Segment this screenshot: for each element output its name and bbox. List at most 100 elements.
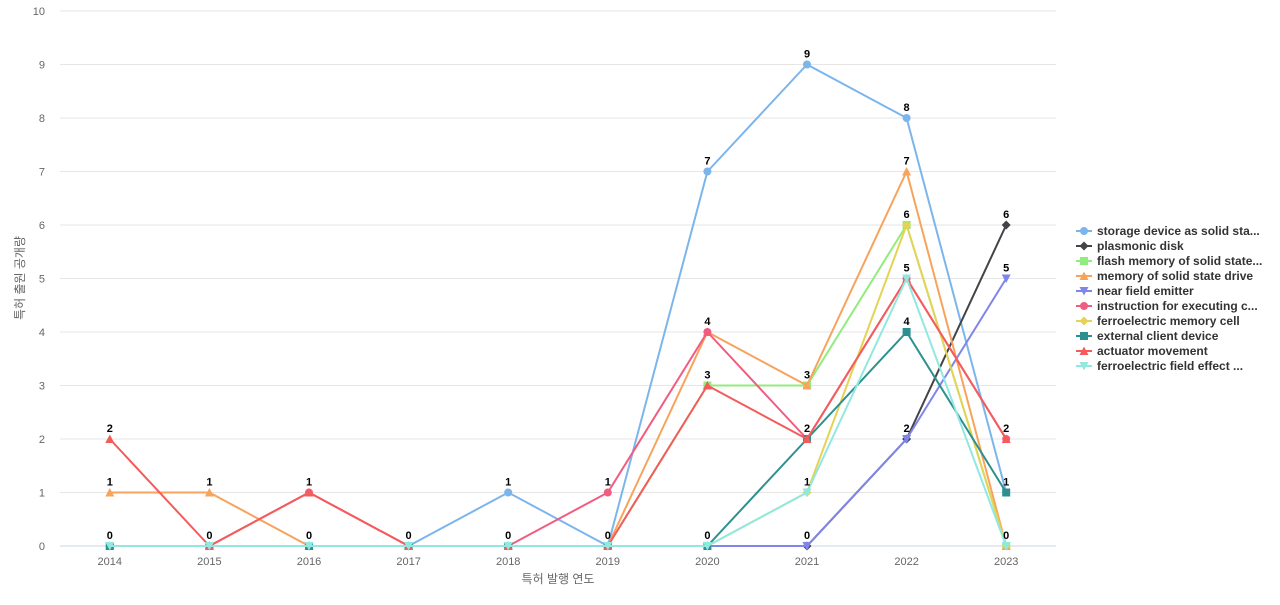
data-point xyxy=(703,167,712,176)
data-point xyxy=(703,328,712,336)
y-axis-title: 특허 출원 공개량 xyxy=(13,236,27,320)
x-tick-label: 2023 xyxy=(994,556,1018,568)
data-point xyxy=(902,220,912,230)
legend-label: memory of solid state drive xyxy=(1097,269,1253,283)
data-point xyxy=(503,542,513,551)
data-label: 5 xyxy=(904,263,910,275)
legend-item[interactable]: near field emitter xyxy=(1076,284,1194,298)
data-label: 2 xyxy=(904,423,910,435)
y-tick-label: 2 xyxy=(39,434,45,446)
data-label: 1 xyxy=(206,477,212,489)
data-label: 6 xyxy=(904,209,910,221)
y-axis-ticks: 0 1 2 3 4 5 6 7 8 9 10 xyxy=(33,6,45,553)
data-label: 0 xyxy=(406,530,412,542)
x-tick-label: 2020 xyxy=(695,556,719,568)
data-label: 1 xyxy=(1003,477,1009,489)
data-label: 0 xyxy=(306,530,312,542)
data-label: 7 xyxy=(704,156,710,168)
data-label: 0 xyxy=(1003,530,1009,542)
data-label: 1 xyxy=(605,477,611,489)
data-point xyxy=(105,434,115,443)
y-tick-label: 10 xyxy=(33,6,45,18)
legend-label: external client device xyxy=(1097,329,1219,343)
data-point xyxy=(204,488,214,497)
y-tick-label: 9 xyxy=(39,60,45,72)
data-point xyxy=(105,488,115,497)
x-tick-label: 2014 xyxy=(98,556,122,568)
legend-item[interactable]: flash memory of solid state... xyxy=(1076,254,1262,268)
data-point xyxy=(404,542,414,551)
data-point xyxy=(1001,220,1011,230)
data-point xyxy=(304,542,314,551)
data-label: 2 xyxy=(1003,423,1009,435)
legend-item[interactable]: storage device as solid sta... xyxy=(1076,224,1260,238)
data-point xyxy=(304,488,314,497)
data-label: 5 xyxy=(1003,263,1009,275)
data-label: 0 xyxy=(804,530,810,542)
x-axis-ticks: 2014 2015 2016 2017 2018 2019 2020 2021 2022 2023 xyxy=(98,556,1019,568)
legend-item[interactable]: actuator movement xyxy=(1076,344,1208,358)
data-label: 0 xyxy=(107,530,113,542)
data-label: 0 xyxy=(206,530,212,542)
legend-item[interactable]: instruction for executing c... xyxy=(1076,299,1258,313)
data-label: 4 xyxy=(904,316,911,328)
data-label: 1 xyxy=(804,477,810,489)
series-line xyxy=(108,63,1008,547)
legend-item[interactable]: plasmonic disk xyxy=(1076,239,1184,253)
data-point xyxy=(802,434,812,443)
legend-symbol xyxy=(1080,227,1088,235)
data-point xyxy=(702,381,712,390)
legend-symbol xyxy=(1079,271,1089,280)
series-line xyxy=(108,170,1008,547)
data-point xyxy=(902,274,912,283)
legend-item[interactable]: external client device xyxy=(1076,329,1219,343)
x-tick-label: 2018 xyxy=(496,556,520,568)
legend-item[interactable]: ferroelectric field effect ... xyxy=(1076,359,1243,373)
data-label: 0 xyxy=(704,530,710,542)
data-label: 8 xyxy=(904,102,910,114)
y-tick-label: 8 xyxy=(39,113,45,125)
x-tick-label: 2019 xyxy=(596,556,620,568)
legend-item[interactable]: memory of solid state drive xyxy=(1076,269,1253,283)
legend: storage device as solid sta...plasmonic … xyxy=(1076,224,1262,373)
data-label: 1 xyxy=(306,477,312,489)
legend-label: ferroelectric memory cell xyxy=(1097,314,1240,328)
legend-label: plasmonic disk xyxy=(1097,239,1184,253)
data-label: 3 xyxy=(704,370,710,382)
data-point xyxy=(803,60,811,69)
data-point xyxy=(902,114,911,122)
data-label: 2 xyxy=(107,423,113,435)
data-point xyxy=(603,542,613,551)
data-point xyxy=(902,328,911,336)
data-label: 7 xyxy=(904,156,910,168)
data-point xyxy=(1001,542,1011,551)
x-tick-label: 2016 xyxy=(297,556,321,568)
legend-label: flash memory of solid state... xyxy=(1097,254,1262,268)
series-9 xyxy=(105,274,1011,551)
series-0 xyxy=(105,60,1011,550)
data-point xyxy=(802,488,812,497)
legend-label: actuator movement xyxy=(1097,344,1208,358)
y-tick-label: 7 xyxy=(39,167,45,179)
legend-item[interactable]: ferroelectric memory cell xyxy=(1076,314,1240,328)
data-point xyxy=(204,542,214,551)
legend-label: near field emitter xyxy=(1097,284,1194,298)
legend-symbol xyxy=(1079,241,1089,251)
legend-symbol xyxy=(1080,257,1088,265)
data-label: 4 xyxy=(704,316,711,328)
legend-symbol xyxy=(1079,287,1089,296)
y-tick-label: 1 xyxy=(39,488,45,500)
data-point xyxy=(105,542,115,551)
data-label: 0 xyxy=(605,530,611,542)
data-point xyxy=(504,488,513,497)
legend-symbol xyxy=(1079,346,1089,355)
y-tick-label: 5 xyxy=(39,274,45,286)
data-point xyxy=(1001,434,1011,443)
x-tick-label: 2022 xyxy=(894,556,918,568)
data-label: 6 xyxy=(1003,209,1009,221)
data-label: 1 xyxy=(505,477,511,489)
data-point xyxy=(702,542,712,551)
